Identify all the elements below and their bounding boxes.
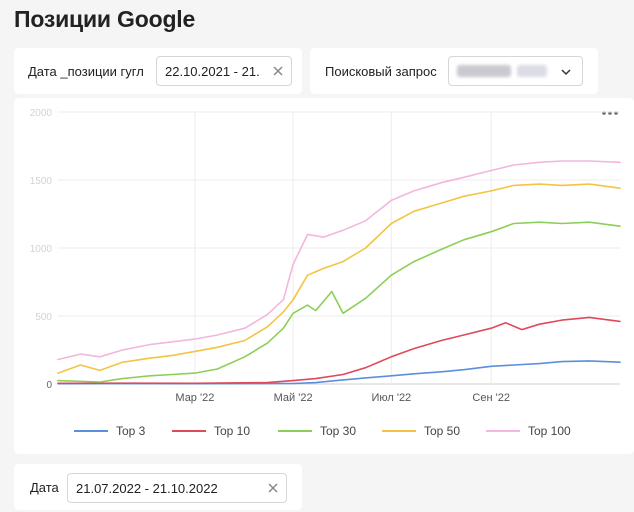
y-tick-label: 1500 [30,176,53,187]
legend-item-top-100[interactable]: Top 100 [486,424,571,438]
y-tick-label: 2000 [30,108,53,119]
y-tick-label: 0 [46,380,52,391]
series-line-top-100 [57,160,621,361]
legend-label: Top 10 [214,424,250,438]
redacted-value [517,65,547,77]
legend-label: Top 3 [116,424,146,438]
redacted-value [457,65,511,77]
x-tick-label: Сен '22 [472,392,510,404]
date-positions-filter: Дата _позиции гугл 22.10.2021 - 21. [14,48,302,94]
series-line-top-3 [57,360,621,385]
chevron-down-icon[interactable] [560,66,572,78]
legend-item-top-3[interactable]: Top 3 [74,424,146,438]
y-tick-label: 500 [35,312,52,323]
close-icon[interactable] [271,64,285,78]
close-icon[interactable] [266,481,280,495]
series-line-top-50 [57,183,621,374]
search-query-label: Поисковый запрос [325,64,437,79]
legend-label: Top 30 [320,424,356,438]
date-value: 21.07.2022 - 21.10.2022 [76,480,218,496]
search-query-select[interactable] [448,56,583,86]
search-query-filter: Поисковый запрос [310,48,598,94]
legend-item-top-30[interactable]: Top 30 [278,424,356,438]
chart-card: 0 500 1000 1500 2000 Мар '22 Май '22 Июл '22 Се… [14,98,634,454]
series-line-top-10 [57,316,621,385]
x-tick-label: Май '22 [274,392,313,404]
x-tick-label: Июл '22 [371,392,411,404]
legend-item-top-50[interactable]: Top 50 [382,424,460,438]
series-line-top-30 [57,221,621,383]
legend-label: Top 50 [424,424,460,438]
date-positions-input[interactable]: 22.10.2021 - 21. [156,56,292,86]
date-filter: Дата 21.07.2022 - 21.10.2022 [14,464,302,510]
date-positions-label: Дата _позиции гугл [28,64,144,79]
legend-label: Top 100 [528,424,571,438]
positions-chart: 0 500 1000 1500 2000 Мар '22 Май '22 Июл '22 Се… [30,108,621,438]
date-input[interactable]: 21.07.2022 - 21.10.2022 [67,473,287,503]
legend-item-top-10[interactable]: Top 10 [172,424,250,438]
date-label: Дата [30,480,59,495]
page-title: Позиции Google [14,6,196,32]
y-tick-label: 1000 [30,244,53,255]
x-tick-label: Мар '22 [175,392,214,404]
date-positions-value: 22.10.2021 - 21. [165,63,260,79]
